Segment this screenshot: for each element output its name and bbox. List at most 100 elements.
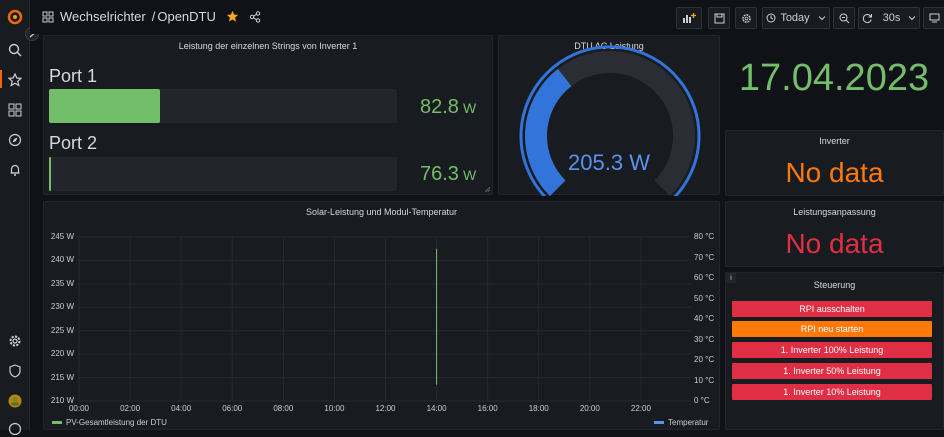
dashboard-grid-icon (42, 11, 54, 22)
legend-item-pv[interactable]: PV-Gesamtleistung der DTU (52, 418, 167, 427)
breadcrumb-separator: / (151, 9, 156, 24)
y-right-tick-label: 70 °C (694, 252, 715, 262)
rpi-restart-button[interactable]: RPI neu starten (732, 321, 932, 337)
zoom-out-button[interactable] (833, 7, 855, 29)
port-2-label: Port 2 (49, 133, 98, 153)
gauge (519, 45, 701, 196)
port-2-value-number: 76.3 (420, 163, 459, 185)
gauge-fill (525, 68, 572, 196)
legend-item-temperature[interactable]: Temperatur (654, 418, 708, 427)
dashboards-icon[interactable] (7, 102, 23, 118)
y-left-tick-label: 230 W (50, 302, 74, 312)
panel-title: Inverter (819, 136, 850, 146)
panel-title: Solar-Leistung und Modul-Temperatur (305, 207, 458, 217)
x-tick-label: 12:00 (375, 404, 396, 413)
shield-icon[interactable] (7, 363, 23, 379)
x-tick-label: 18:00 (528, 404, 549, 413)
y-left-tick-label: 220 W (50, 349, 74, 359)
power-limit-panel[interactable]: Leistungsanpassung No data (725, 201, 944, 267)
port-2-bar-fill (49, 157, 51, 191)
x-tick-label: 16:00 (477, 404, 498, 413)
chevron-down-icon (818, 16, 826, 21)
help-icon[interactable] (7, 421, 23, 437)
y-right-tick-label: 40 °C (694, 314, 715, 323)
info-icon[interactable]: i (726, 273, 736, 283)
ac-power-gauge-panel[interactable]: DTU AC Leistung 205.3 W (498, 35, 720, 196)
add-panel-button[interactable] (676, 7, 702, 29)
gauge-value: 205.3 W (568, 150, 650, 175)
search-icon[interactable] (7, 42, 23, 58)
legend-label: Temperatur (668, 418, 709, 427)
chevron-down-icon (909, 16, 916, 21)
clock-icon (766, 13, 776, 23)
y-left-tick-label: 225 W (50, 325, 74, 335)
x-tick-label: 10:00 (324, 404, 345, 413)
starred-icon[interactable] (7, 72, 23, 88)
explore-icon[interactable] (7, 132, 23, 148)
inverter-10-button[interactable]: 1. Inverter 10% Leistung (732, 384, 932, 400)
breadcrumb-folder[interactable]: Wechselrichter (60, 9, 146, 24)
date-value: 17.04.2023 (738, 57, 930, 99)
refresh-interval-label: 30s (882, 12, 901, 24)
time-range-picker[interactable]: Today (762, 7, 830, 29)
y-right-tick-label: 80 °C (694, 232, 715, 241)
y-right-tick-label: 50 °C (694, 293, 715, 303)
rpi-shutdown-button[interactable]: RPI ausschalten (732, 301, 932, 317)
y-left-tick-label: 235 W (50, 278, 74, 288)
x-tick-label: 06:00 (222, 404, 243, 413)
gear-icon (741, 13, 751, 23)
y-right-tick-label: 0 °C (694, 396, 710, 405)
strings-power-panel[interactable]: Leistung der einzelnen Strings von Inver… (43, 35, 493, 195)
save-dashboard-button[interactable] (708, 7, 730, 29)
date-panel[interactable]: 17.04.2023 (724, 35, 944, 126)
panel-title: Leistungsanpassung (793, 207, 876, 217)
add-panel-icon (683, 13, 696, 23)
inverter-100-button[interactable]: 1. Inverter 100% Leistung (732, 342, 932, 358)
top-navbar: Wechselrichter / OpenDTU Today 30s (30, 0, 944, 34)
port-1-unit: W (462, 100, 477, 116)
configuration-gear-icon[interactable] (7, 333, 23, 349)
panel-title: Steuerung (813, 280, 856, 290)
y-right-tick-label: 60 °C (694, 273, 715, 282)
port-2-unit: W (462, 167, 477, 183)
active-indicator (0, 70, 2, 88)
breadcrumb-dashboard[interactable]: OpenDTU (157, 9, 216, 24)
y-left-tick-label: 245 W (50, 232, 74, 241)
plot-area[interactable] (44, 202, 721, 431)
resize-handle-icon[interactable] (485, 187, 490, 192)
port-1-bar (49, 89, 397, 123)
inverter-panel[interactable]: Inverter No data (725, 130, 944, 196)
y-left-tick-label: 240 W (50, 255, 74, 265)
y-left-tick-label: 210 W (50, 396, 74, 405)
x-tick-label: 08:00 (273, 404, 294, 413)
port-2-bar (49, 157, 397, 191)
user-avatar[interactable] (7, 393, 23, 409)
port-2-value: 76.3 W (420, 163, 476, 186)
control-panel[interactable]: i Steuerung RPI ausschalten RPI neu star… (725, 272, 944, 430)
port-1-bar-fill (49, 89, 160, 123)
solar-timeseries-panel[interactable]: Solar-Leistung und Modul-Temperatur 245 … (43, 201, 720, 430)
port-1-value-number: 82.8 (420, 96, 459, 118)
alerting-bell-icon[interactable] (7, 162, 23, 178)
y-right-tick-label: 30 °C (694, 334, 715, 344)
star-icon[interactable] (226, 10, 239, 23)
tv-mode-button[interactable] (923, 7, 944, 29)
port-1-label: Port 1 (49, 66, 98, 86)
legend-swatch (654, 421, 664, 424)
breadcrumb: Wechselrichter / OpenDTU (42, 9, 261, 24)
x-tick-label: 20:00 (579, 404, 600, 413)
power-limit-value: No data (785, 228, 884, 259)
time-range-label: Today (780, 12, 810, 24)
x-tick-label: 00:00 (68, 404, 90, 413)
zoom-out-icon (839, 13, 849, 23)
grafana-logo-icon[interactable] (7, 9, 23, 25)
share-icon[interactable] (249, 10, 261, 23)
panel-title: Leistung der einzelnen Strings von Inver… (178, 41, 358, 51)
dashboard-settings-button[interactable] (735, 7, 757, 29)
monitor-icon (929, 13, 939, 23)
x-tick-label: 22:00 (630, 404, 651, 413)
x-tick-label: 04:00 (171, 404, 192, 413)
port-1-value: 82.8 W (420, 96, 476, 119)
refresh-picker[interactable]: 30s (858, 7, 920, 29)
inverter-50-button[interactable]: 1. Inverter 50% Leistung (732, 363, 932, 379)
